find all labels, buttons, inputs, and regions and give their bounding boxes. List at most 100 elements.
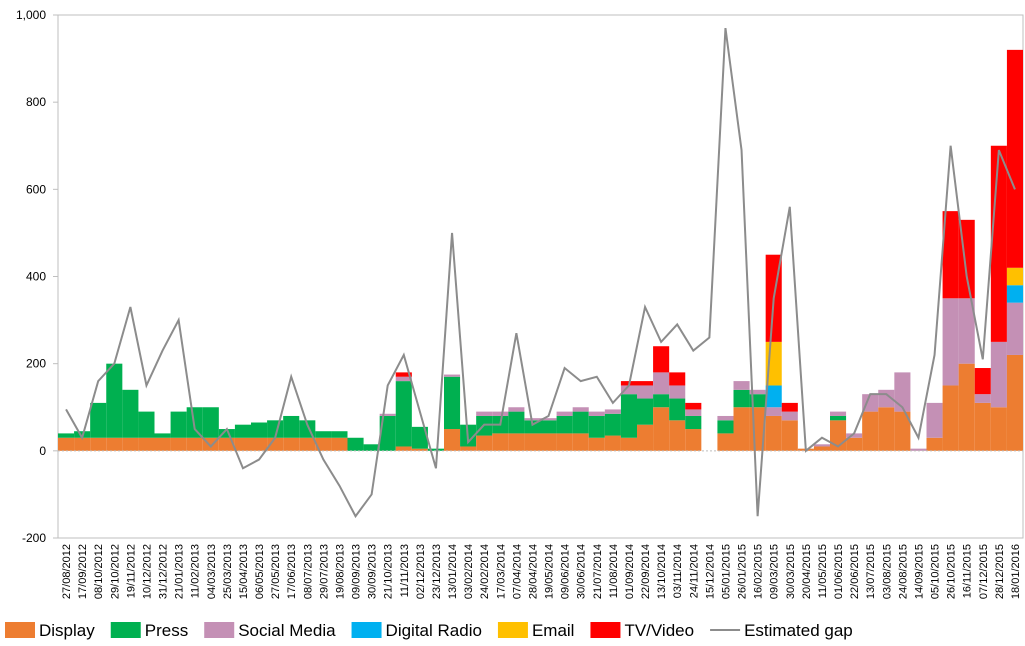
y-tick-label: -200 — [22, 531, 46, 545]
bar-segment — [315, 437, 332, 451]
bar-segment — [781, 411, 798, 421]
y-tick-label: 800 — [26, 95, 46, 109]
bar-segment — [974, 368, 991, 395]
bar-segment — [444, 429, 461, 451]
bar-segment — [637, 424, 654, 451]
x-tick-label: 08/10/2012 — [93, 544, 105, 599]
bar-segment — [1006, 302, 1023, 355]
x-tick-label: 22/06/2015 — [849, 544, 861, 599]
bar-segment — [234, 424, 251, 438]
x-tick-label: 19/11/2012 — [125, 544, 137, 598]
bar-segment — [685, 415, 702, 430]
x-tick-label: 18/01/2016 — [1010, 544, 1022, 599]
bar-segment — [942, 385, 959, 451]
bar-segment — [508, 407, 525, 412]
bar-segment — [669, 372, 686, 386]
y-tick-label: 400 — [26, 270, 46, 284]
bar-segment — [460, 446, 477, 451]
bar-segment — [138, 411, 155, 438]
x-tick-label: 19/05/2014 — [544, 544, 556, 599]
bar-segment — [444, 376, 461, 430]
bar-segment — [395, 381, 412, 447]
x-tick-label: 16/02/2015 — [753, 544, 765, 599]
legend-label: Press — [145, 621, 188, 640]
bar-segment — [974, 394, 991, 403]
bar-segment — [556, 415, 573, 434]
bar-segment — [653, 346, 670, 373]
bar-segment — [58, 433, 75, 438]
x-tick-label: 11/11/2013 — [399, 544, 411, 597]
legend-label: TV/Video — [624, 621, 694, 640]
x-tick-label: 19/08/2013 — [334, 544, 346, 599]
bar-segment — [427, 448, 444, 451]
x-tick-label: 25/03/2013 — [222, 544, 234, 599]
x-tick-label: 03/11/2014 — [672, 544, 684, 598]
bar-segment — [830, 411, 847, 416]
bar-segment — [90, 402, 107, 438]
bar-segment — [395, 446, 412, 451]
x-tick-label: 11/05/2015 — [817, 544, 829, 598]
bar-segment — [138, 437, 155, 451]
bar-segment — [74, 437, 91, 451]
legend-label: Digital Radio — [386, 621, 482, 640]
x-tick-label: 11/08/2014 — [608, 544, 620, 598]
x-tick-label: 05/01/2015 — [720, 544, 732, 599]
x-tick-label: 14/09/2015 — [913, 544, 925, 599]
x-tick-label: 30/09/2013 — [367, 544, 379, 599]
x-tick-label: 26/01/2015 — [737, 544, 749, 599]
bar-segment — [1006, 49, 1023, 268]
line-series — [65, 27, 1016, 519]
bar-segment — [620, 394, 637, 438]
bar-segment — [556, 411, 573, 416]
bar-segment — [653, 394, 670, 408]
legend-label: Email — [532, 621, 575, 640]
bar-segment — [379, 415, 396, 451]
bar-segment — [234, 437, 251, 451]
bar-segment — [347, 437, 364, 451]
bar-segment — [620, 437, 637, 451]
legend-swatch — [204, 622, 235, 638]
bar-segment — [990, 145, 1007, 342]
bar-segment — [781, 420, 798, 451]
bar-segment — [942, 298, 959, 386]
x-tick-label: 09/06/2014 — [560, 544, 572, 599]
legend-swatch — [590, 622, 621, 638]
bar-segment — [1006, 354, 1023, 451]
x-tick-label: 28/04/2014 — [527, 544, 539, 599]
x-tick-label: 03/08/2015 — [881, 544, 893, 599]
bar-segment — [251, 422, 268, 438]
bar-segment — [669, 398, 686, 421]
bar-segment — [218, 429, 235, 438]
legend-swatch — [351, 622, 382, 638]
bar-segment — [717, 433, 734, 451]
bar-segment — [154, 433, 171, 438]
x-tick-label: 24/08/2015 — [897, 544, 909, 599]
bar-segment — [154, 437, 171, 451]
bar-segment — [363, 444, 380, 451]
x-tick-label: 21/10/2013 — [383, 544, 395, 599]
bar-segment — [926, 402, 943, 438]
bar-segment — [974, 402, 991, 451]
bar-segment — [604, 435, 621, 451]
bar-segment — [958, 298, 975, 364]
bar-segment — [299, 437, 316, 451]
bar-segment — [637, 385, 654, 399]
x-tick-label: 09/03/2015 — [769, 544, 781, 599]
bar-segment — [669, 420, 686, 451]
bar-segment — [492, 411, 509, 416]
x-tick-label: 30/06/2014 — [576, 544, 588, 599]
bar-segment — [990, 407, 1007, 451]
bar-segment — [749, 389, 766, 395]
x-tick-label: 08/07/2013 — [302, 544, 314, 599]
bar-segment — [476, 411, 493, 416]
legend-label: Estimated gap — [744, 621, 853, 640]
bar-segment — [862, 411, 879, 451]
bar-segment — [202, 407, 219, 438]
bar-segment — [122, 389, 139, 438]
bar-segment — [588, 415, 605, 438]
x-tick-label: 13/01/2014 — [447, 544, 459, 599]
bar-segment — [733, 389, 750, 408]
bar-segment — [315, 431, 332, 438]
bar-segment — [395, 372, 412, 377]
